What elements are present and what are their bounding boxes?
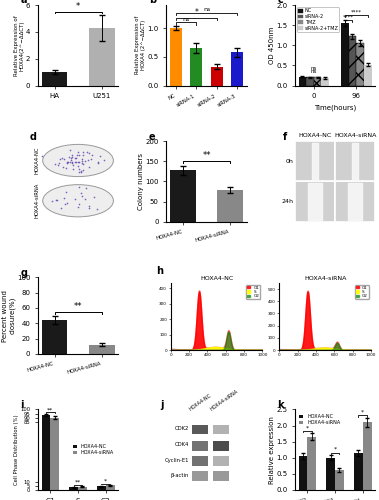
Bar	[299, 76, 306, 86]
Bar	[106, 486, 114, 490]
Bar	[314, 78, 321, 86]
Text: ns: ns	[311, 66, 317, 71]
Bar	[192, 425, 208, 434]
Bar	[42, 320, 67, 354]
Y-axis label: Relative expression: Relative expression	[269, 416, 275, 484]
Text: *: *	[76, 2, 80, 11]
Text: ns: ns	[311, 69, 317, 74]
Text: e: e	[149, 132, 155, 141]
Bar	[335, 470, 344, 490]
Text: **: **	[75, 480, 81, 485]
Bar	[213, 472, 229, 481]
Text: *: *	[306, 425, 309, 430]
Text: HOXA4-NC: HOXA4-NC	[298, 133, 332, 138]
Bar	[89, 28, 114, 86]
Bar	[69, 488, 78, 490]
Bar	[231, 52, 243, 86]
Text: ****: ****	[351, 10, 362, 14]
Bar	[42, 72, 67, 86]
Text: f: f	[283, 132, 287, 141]
Bar	[211, 66, 223, 86]
Text: *: *	[104, 478, 107, 484]
Bar	[190, 48, 202, 86]
Bar	[78, 486, 87, 490]
Text: **: **	[74, 302, 82, 311]
Text: d: d	[30, 132, 37, 141]
Bar	[50, 418, 59, 490]
Text: ns: ns	[183, 16, 190, 21]
Bar	[192, 456, 208, 466]
Bar	[170, 170, 196, 222]
Text: HOXA4-NC: HOXA4-NC	[34, 146, 39, 174]
Text: ns: ns	[203, 8, 210, 12]
Bar	[335, 141, 375, 182]
Bar	[192, 472, 208, 481]
Text: k: k	[277, 400, 284, 410]
Y-axis label: Relative Expression of
HOXA4 (2^−ΔΔCT): Relative Expression of HOXA4 (2^−ΔΔCT)	[135, 16, 146, 74]
Text: *: *	[361, 410, 364, 414]
Bar	[354, 453, 363, 490]
Bar	[321, 78, 329, 86]
Text: β-actin: β-actin	[171, 473, 189, 478]
Text: 24h: 24h	[282, 199, 294, 204]
Bar	[306, 78, 314, 86]
Y-axis label: Cell Phase Distribution (%): Cell Phase Distribution (%)	[14, 414, 19, 485]
Text: *: *	[334, 447, 337, 452]
Bar	[341, 23, 349, 86]
Bar	[89, 344, 114, 354]
Text: i: i	[20, 400, 24, 410]
Bar	[364, 64, 371, 86]
Bar	[335, 182, 375, 222]
Bar	[170, 28, 182, 86]
Text: **: **	[202, 151, 211, 160]
Text: HOXA4-siRNA: HOXA4-siRNA	[209, 388, 239, 412]
Text: Cyclin-E1: Cyclin-E1	[164, 458, 189, 462]
Bar	[192, 441, 208, 450]
Text: CDK2: CDK2	[174, 426, 189, 432]
Text: HOXA4-siRNA: HOXA4-siRNA	[34, 183, 39, 218]
Y-axis label: Colony numbers: Colony numbers	[138, 153, 144, 210]
Legend: HOXA4-NC, HOXA4-siRNA: HOXA4-NC, HOXA4-siRNA	[71, 442, 116, 457]
Text: **: **	[47, 407, 53, 412]
Bar	[217, 190, 243, 222]
Text: a: a	[20, 0, 27, 6]
Bar	[213, 456, 229, 466]
Bar	[97, 486, 106, 490]
Text: *: *	[194, 8, 198, 17]
Bar	[299, 456, 307, 490]
Ellipse shape	[43, 184, 113, 217]
Legend: NC, siRNA-2, TMZ, siRNA-2+TMZ: NC, siRNA-2, TMZ, siRNA-2+TMZ	[298, 8, 340, 32]
Bar	[213, 441, 229, 450]
Bar	[349, 36, 356, 86]
Text: b: b	[149, 0, 156, 6]
Y-axis label: OD 450nm: OD 450nm	[269, 26, 275, 64]
Text: HOXA4-NC: HOXA4-NC	[188, 393, 212, 412]
Ellipse shape	[43, 144, 113, 176]
Bar	[42, 414, 50, 490]
Text: CDK4: CDK4	[174, 442, 189, 448]
Bar	[213, 425, 229, 434]
Bar	[326, 458, 335, 490]
Bar	[295, 141, 335, 182]
Bar	[363, 422, 371, 490]
X-axis label: Time(hours): Time(hours)	[314, 104, 356, 111]
Text: 0h: 0h	[286, 159, 294, 164]
Text: g: g	[20, 268, 27, 278]
Y-axis label: Relative Expression of
HOXA4(2^−ΔΔCT): Relative Expression of HOXA4(2^−ΔΔCT)	[14, 15, 24, 76]
Bar	[295, 182, 335, 222]
Text: ****: ****	[343, 15, 354, 20]
Bar	[307, 437, 316, 490]
Text: h: h	[156, 266, 163, 276]
Y-axis label: Percent wound
closure(%): Percent wound closure(%)	[2, 290, 16, 342]
Text: HOXA4-siRNA: HOXA4-siRNA	[334, 133, 376, 138]
Legend: HOXA4-NC, HOXA4-siRNA: HOXA4-NC, HOXA4-siRNA	[298, 412, 342, 427]
Bar	[356, 43, 364, 86]
Text: c: c	[277, 0, 283, 6]
Text: j: j	[160, 400, 163, 410]
